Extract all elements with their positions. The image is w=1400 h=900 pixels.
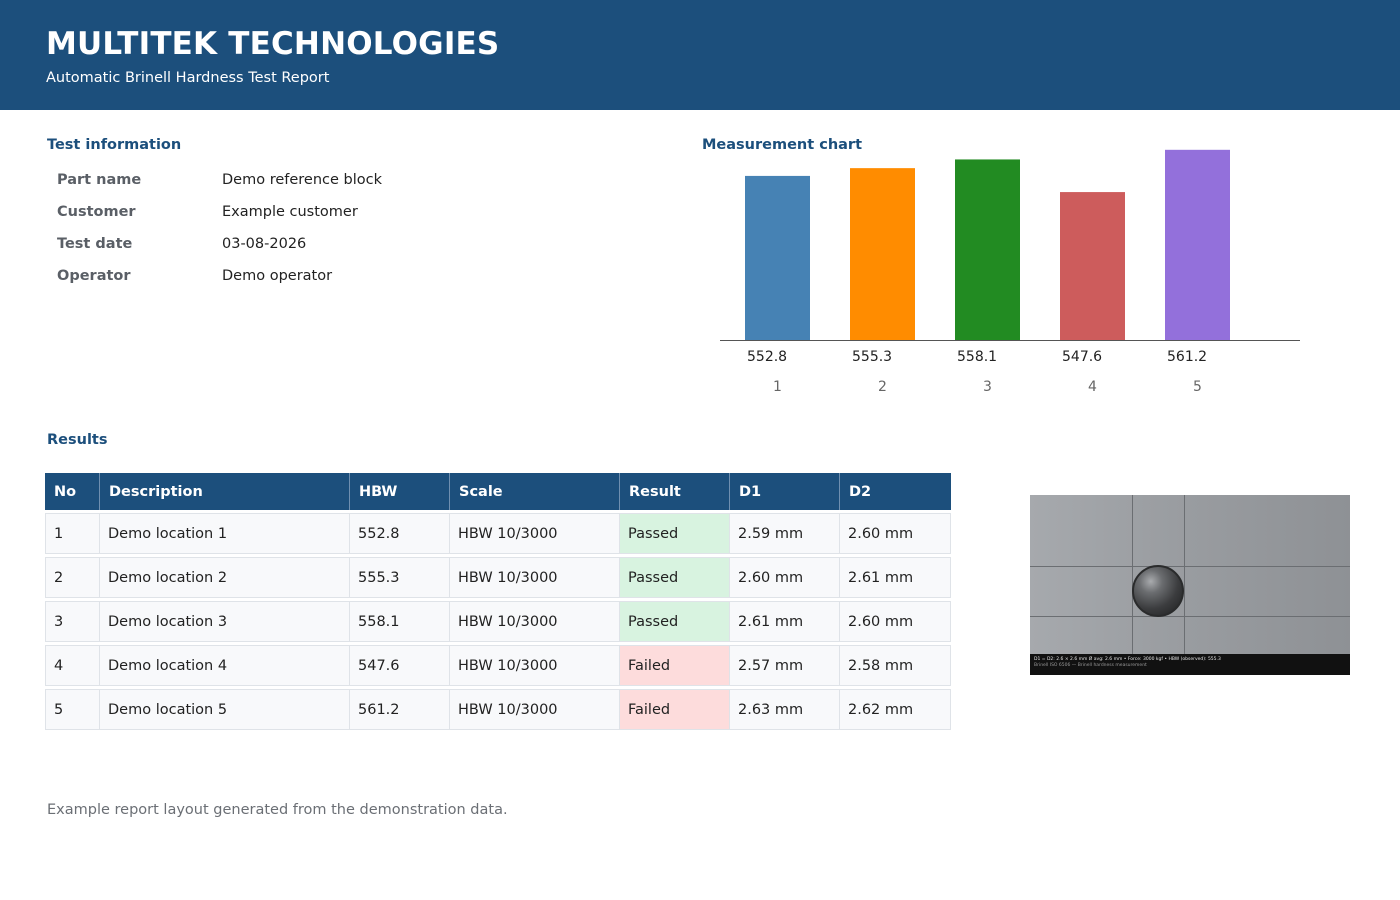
column-header-hbw: HBW <box>350 473 450 510</box>
grid-line <box>1030 616 1350 617</box>
column-header-description: Description <box>100 473 350 510</box>
table-row: 3 Demo location 3 558.1 HBW 10/3000 Pass… <box>45 601 951 642</box>
cell-result: Failed <box>620 645 730 686</box>
cell-scale: HBW 10/3000 <box>450 689 620 730</box>
caption-line-1: D1 = D2: 2.6 × 2.6 mm Ø avg: 2.6 mm • Fo… <box>1034 657 1221 662</box>
cell-description: Demo location 5 <box>100 689 350 730</box>
cell-result: Failed <box>620 689 730 730</box>
cell-hbw: 547.6 <box>350 645 450 686</box>
bar-5 <box>1165 149 1230 340</box>
cell-scale: HBW 10/3000 <box>450 601 620 642</box>
value-label: 561.2 <box>1167 349 1207 365</box>
chart-title: Measurement chart <box>702 137 863 153</box>
value-label: 558.1 <box>957 349 997 365</box>
table-row: 5 Demo location 5 561.2 HBW 10/3000 Fail… <box>45 689 951 730</box>
indentation-mark <box>1132 565 1184 617</box>
bar-3 <box>955 159 1020 340</box>
cell-hbw: 558.1 <box>350 601 450 642</box>
column-header-d2: D2 <box>840 473 951 510</box>
cell-scale: HBW 10/3000 <box>450 557 620 598</box>
info-label: Customer <box>57 204 136 220</box>
cell-d1: 2.60 mm <box>730 557 840 598</box>
cell-hbw: 561.2 <box>350 689 450 730</box>
cell-scale: HBW 10/3000 <box>450 513 620 554</box>
table-row: 1 Demo location 1 552.8 HBW 10/3000 Pass… <box>45 513 951 554</box>
test-info-title: Test information <box>47 137 182 153</box>
cell-d2: 2.60 mm <box>840 513 951 554</box>
column-header-d1: D1 <box>730 473 840 510</box>
report-header: MULTITEK TECHNOLOGIES Automatic Brinell … <box>0 0 1400 110</box>
category-label: 2 <box>878 379 887 395</box>
results-title: Results <box>47 432 108 448</box>
cell-result: Passed <box>620 513 730 554</box>
grid-line <box>1030 566 1350 567</box>
cell-d1: 2.59 mm <box>730 513 840 554</box>
cell-d2: 2.62 mm <box>840 689 951 730</box>
value-label: 552.8 <box>747 349 787 365</box>
cell-description: Demo location 2 <box>100 557 350 598</box>
category-label: 1 <box>773 379 782 395</box>
cell-no: 2 <box>45 557 100 598</box>
bar-1 <box>745 175 810 340</box>
info-value: Demo operator <box>222 268 333 284</box>
info-label: Test date <box>57 236 133 252</box>
cell-hbw: 555.3 <box>350 557 450 598</box>
company-name: MULTITEK TECHNOLOGIES <box>46 26 500 62</box>
cell-description: Demo location 1 <box>100 513 350 554</box>
cell-d2: 2.61 mm <box>840 557 951 598</box>
value-label: 547.6 <box>1062 349 1102 365</box>
cell-scale: HBW 10/3000 <box>450 645 620 686</box>
results-table: No Description HBW Scale Result D1 D2 1 … <box>45 470 951 733</box>
cell-description: Demo location 4 <box>100 645 350 686</box>
cell-no: 3 <box>45 601 100 642</box>
cell-description: Demo location 3 <box>100 601 350 642</box>
table-header-row: No Description HBW Scale Result D1 D2 <box>45 473 951 510</box>
cell-d1: 2.63 mm <box>730 689 840 730</box>
table-row: 2 Demo location 2 555.3 HBW 10/3000 Pass… <box>45 557 951 598</box>
cell-no: 5 <box>45 689 100 730</box>
cell-result: Passed <box>620 601 730 642</box>
cell-d2: 2.58 mm <box>840 645 951 686</box>
cell-no: 1 <box>45 513 100 554</box>
info-value: 03-08-2026 <box>222 236 307 252</box>
cell-no: 4 <box>45 645 100 686</box>
indentation-micrograph-icon: D1 = D2: 2.6 × 2.6 mm Ø avg: 2.6 mm • Fo… <box>1030 495 1350 675</box>
bar-2 <box>850 168 915 340</box>
category-label: 5 <box>1193 379 1202 395</box>
table-row: 4 Demo location 4 547.6 HBW 10/3000 Fail… <box>45 645 951 686</box>
column-header-scale: Scale <box>450 473 620 510</box>
report-subtitle: Automatic Brinell Hardness Test Report <box>46 70 330 86</box>
grid-line <box>1184 495 1185 655</box>
category-label: 3 <box>983 379 992 395</box>
category-label: 4 <box>1088 379 1097 395</box>
info-label: Operator <box>57 268 131 284</box>
image-caption: D1 = D2: 2.6 × 2.6 mm Ø avg: 2.6 mm • Fo… <box>1030 654 1350 675</box>
info-value: Example customer <box>222 204 358 220</box>
measurement-bar-chart: 552.8 1 555.3 2 558.1 3 547.6 4 561.2 5 <box>720 149 1300 395</box>
column-header-result: Result <box>620 473 730 510</box>
cell-d2: 2.60 mm <box>840 601 951 642</box>
info-label: Part name <box>57 172 142 188</box>
cell-d1: 2.61 mm <box>730 601 840 642</box>
cell-hbw: 552.8 <box>350 513 450 554</box>
value-label: 555.3 <box>852 349 892 365</box>
grid-line <box>1132 495 1133 655</box>
footer-note: Example report layout generated from the… <box>47 802 508 818</box>
caption-line-2: Brinell ISO 6506 — Brinell hardness meas… <box>1034 663 1147 668</box>
cell-result: Passed <box>620 557 730 598</box>
info-value: Demo reference block <box>222 172 383 188</box>
bar-4 <box>1060 192 1125 340</box>
cell-d1: 2.57 mm <box>730 645 840 686</box>
column-header-no: No <box>45 473 100 510</box>
